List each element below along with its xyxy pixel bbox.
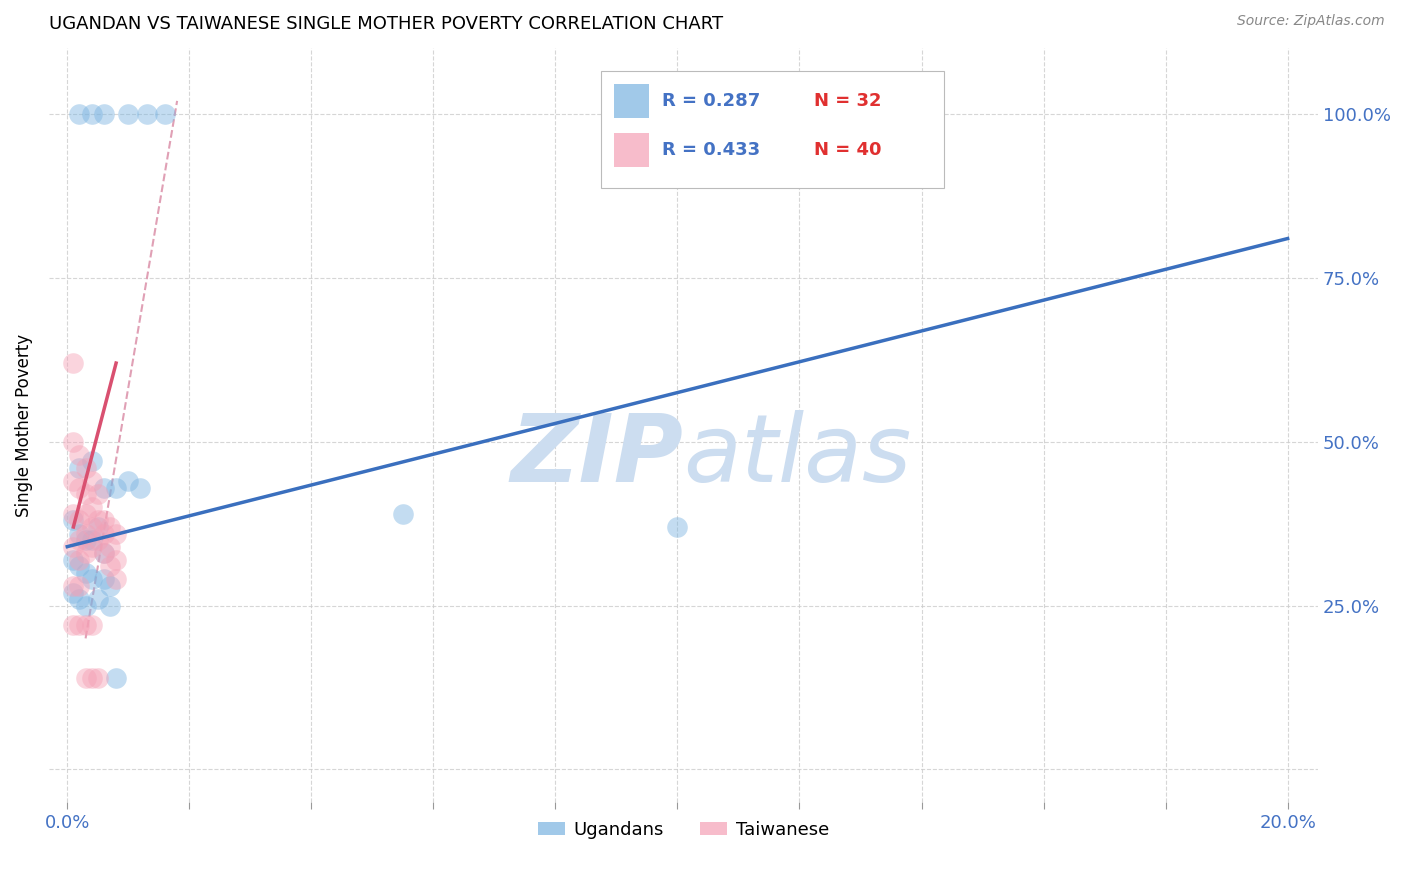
Point [105, 526, 128, 541]
Point [62, 513, 84, 527]
Point [62, 618, 84, 632]
Point [93, 526, 115, 541]
Point [105, 671, 128, 685]
Point [62, 356, 84, 370]
Point [135, 107, 157, 121]
Point [75, 566, 97, 580]
Point [93, 107, 115, 121]
Point [80, 618, 103, 632]
Text: N = 32: N = 32 [814, 92, 882, 111]
Point [392, 507, 415, 521]
Text: Source: ZipAtlas.com: Source: ZipAtlas.com [1237, 14, 1385, 29]
Point [153, 107, 176, 121]
Point [69, 481, 91, 495]
Point [69, 107, 91, 121]
Point [62, 585, 84, 599]
Point [75, 599, 97, 613]
Point [87, 513, 110, 527]
Point [75, 618, 97, 632]
Point [69, 592, 91, 607]
Point [105, 553, 128, 567]
Text: R = 0.433: R = 0.433 [662, 141, 761, 159]
Point [80, 671, 103, 685]
Point [80, 474, 103, 488]
Text: R = 0.287: R = 0.287 [662, 92, 761, 111]
Point [98, 559, 121, 574]
Point [80, 107, 103, 121]
Point [117, 474, 139, 488]
Point [62, 553, 84, 567]
Point [98, 520, 121, 534]
Bar [614, 84, 650, 118]
Point [62, 540, 84, 554]
Point [105, 481, 128, 495]
Point [80, 500, 103, 515]
Point [69, 461, 91, 475]
Point [69, 618, 91, 632]
Point [75, 533, 97, 547]
Point [80, 540, 103, 554]
Point [75, 487, 97, 501]
Point [117, 107, 139, 121]
Text: UGANDAN VS TAIWANESE SINGLE MOTHER POVERTY CORRELATION CHART: UGANDAN VS TAIWANESE SINGLE MOTHER POVER… [49, 15, 723, 33]
Point [62, 434, 84, 449]
Point [75, 546, 97, 560]
Point [69, 533, 91, 547]
Point [98, 540, 121, 554]
Point [62, 507, 84, 521]
Point [80, 573, 103, 587]
Point [666, 520, 689, 534]
Point [98, 579, 121, 593]
Point [93, 513, 115, 527]
Point [69, 553, 91, 567]
Point [80, 454, 103, 468]
Point [75, 461, 97, 475]
Point [75, 507, 97, 521]
Point [129, 481, 152, 495]
Point [62, 579, 84, 593]
Point [75, 671, 97, 685]
Point [69, 579, 91, 593]
Text: atlas: atlas [683, 410, 912, 501]
Point [105, 573, 128, 587]
Point [75, 526, 97, 541]
Point [80, 520, 103, 534]
Point [98, 599, 121, 613]
Point [87, 671, 110, 685]
Point [93, 481, 115, 495]
Y-axis label: Single Mother Poverty: Single Mother Poverty [15, 334, 32, 517]
Point [62, 474, 84, 488]
Legend: Ugandans, Taiwanese: Ugandans, Taiwanese [530, 814, 837, 846]
Bar [614, 133, 650, 167]
Point [80, 533, 103, 547]
Point [69, 526, 91, 541]
Point [93, 573, 115, 587]
FancyBboxPatch shape [600, 71, 943, 188]
Point [69, 513, 91, 527]
Point [87, 592, 110, 607]
Point [93, 546, 115, 560]
Point [93, 546, 115, 560]
Point [69, 559, 91, 574]
Point [87, 487, 110, 501]
Point [69, 448, 91, 462]
Point [87, 520, 110, 534]
Text: N = 40: N = 40 [814, 141, 882, 159]
Point [87, 533, 110, 547]
Text: ZIP: ZIP [510, 409, 683, 501]
